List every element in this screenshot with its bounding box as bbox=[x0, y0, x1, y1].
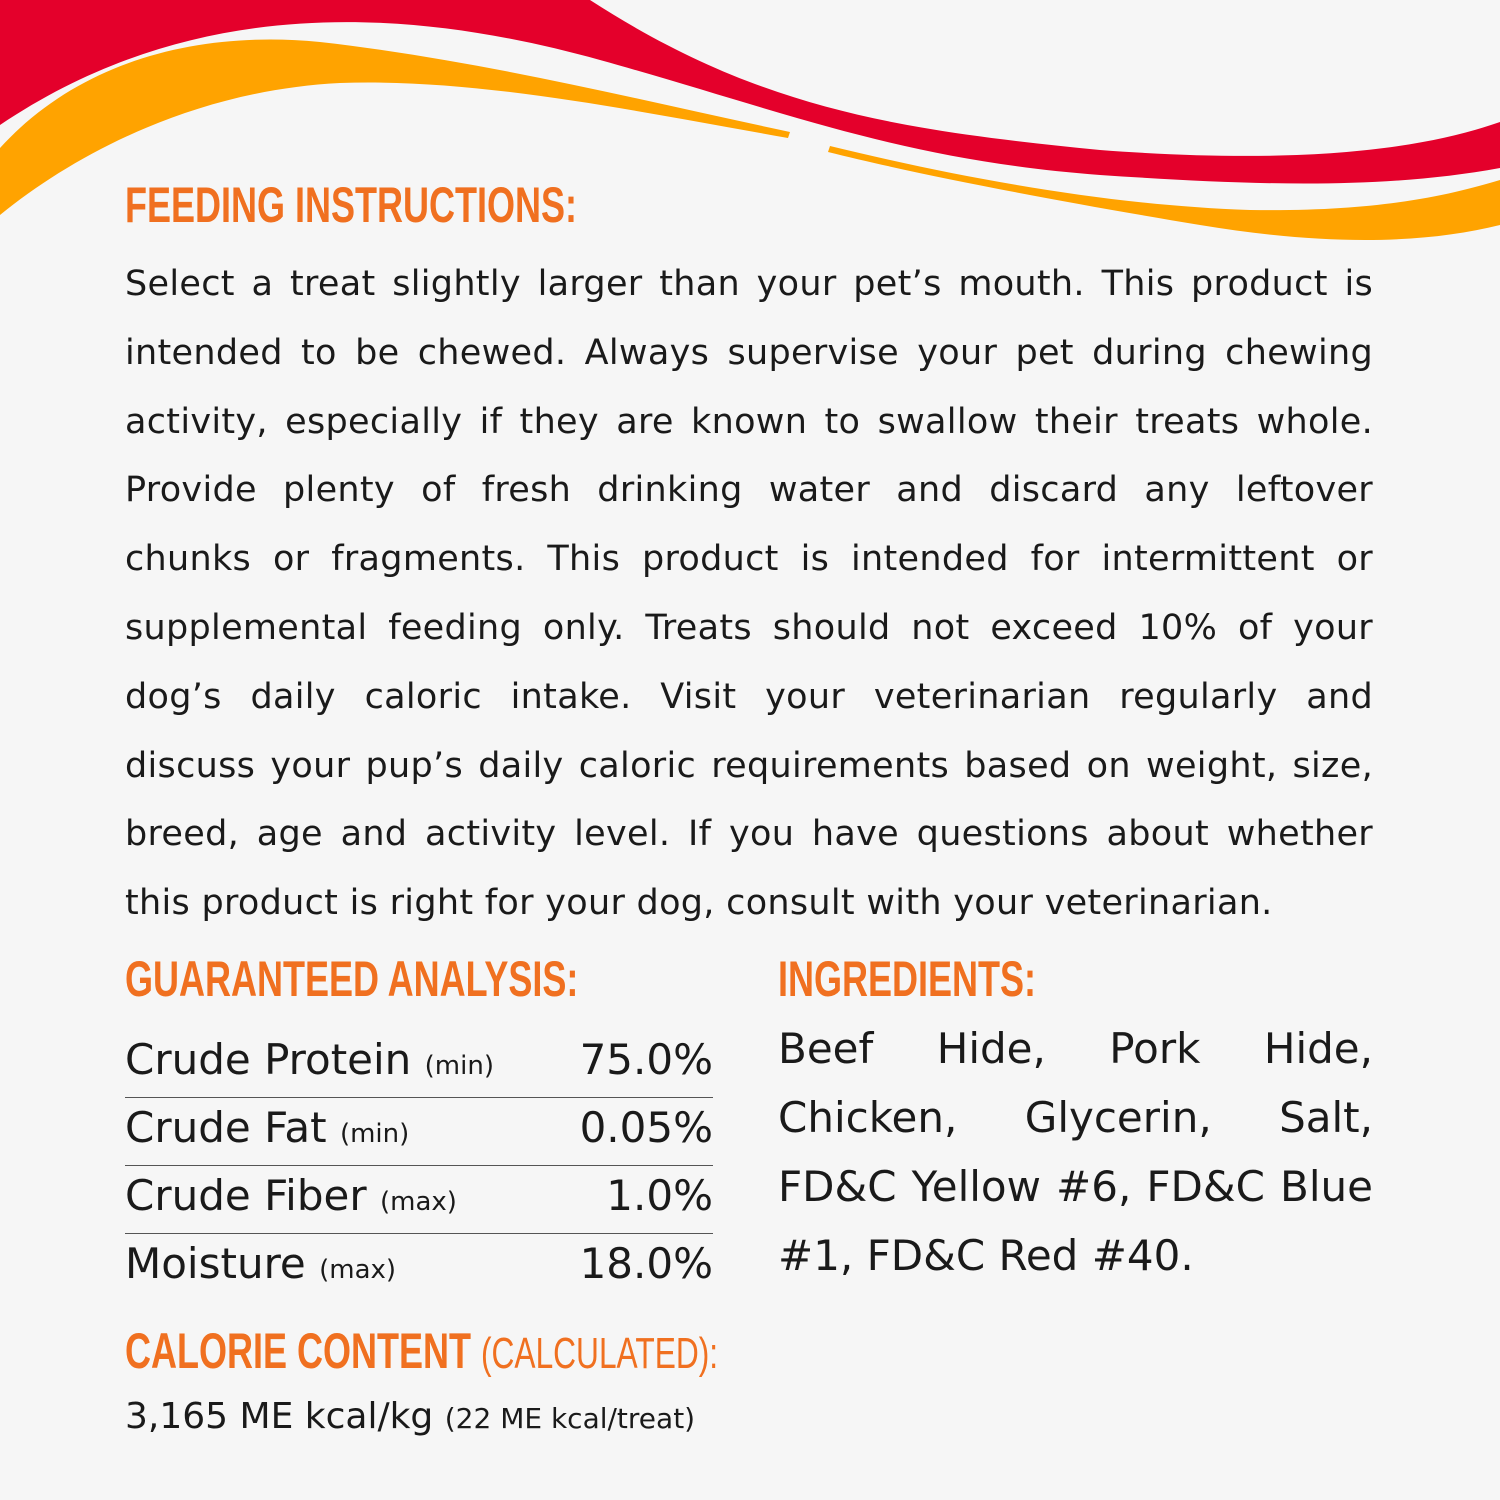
analysis-row: Crude Protein (min) 75.0% bbox=[125, 1030, 713, 1098]
orange-wave-left bbox=[0, 39, 790, 215]
decorative-waves bbox=[0, 0, 1500, 240]
analysis-row: Moisture (max) 18.0% bbox=[125, 1234, 713, 1301]
analysis-row: Crude Fat (min) 0.05% bbox=[125, 1098, 713, 1166]
nutrient-value: 75.0% bbox=[579, 1035, 713, 1084]
feeding-instructions-heading: FEEDING INSTRUCTIONS: bbox=[125, 177, 578, 233]
analysis-row: Crude Fiber (max) 1.0% bbox=[125, 1166, 713, 1234]
feeding-instructions-text: Select a treat slightly larger than your… bbox=[125, 264, 1373, 924]
orange-wave-right bbox=[828, 146, 1500, 240]
nutrient-label: Crude Fiber (max) bbox=[125, 1171, 457, 1220]
nutrient-value: 1.0% bbox=[606, 1171, 713, 1220]
calorie-content-heading: CALORIE CONTENT (CALCULATED): bbox=[125, 1323, 719, 1379]
nutrient-value: 0.05% bbox=[579, 1103, 713, 1152]
guaranteed-analysis-table: Crude Protein (min) 75.0% Crude Fat (min… bbox=[125, 1030, 713, 1301]
calorie-content-value: 3,165 ME kcal/kg (22 ME kcal/treat) bbox=[125, 1396, 696, 1437]
nutrient-label: Crude Fat (min) bbox=[125, 1103, 410, 1152]
nutrient-label: Moisture (max) bbox=[125, 1239, 397, 1288]
red-wave bbox=[0, 0, 1500, 184]
guaranteed-analysis-heading: GUARANTEED ANALYSIS: bbox=[125, 951, 579, 1007]
nutrient-label: Crude Protein (min) bbox=[125, 1035, 494, 1084]
ingredients-text: Beef Hide, Pork Hide, Chicken, Glycerin,… bbox=[778, 1024, 1373, 1280]
ingredients-heading: INGREDIENTS: bbox=[778, 951, 1037, 1007]
nutrient-value: 18.0% bbox=[579, 1239, 713, 1288]
